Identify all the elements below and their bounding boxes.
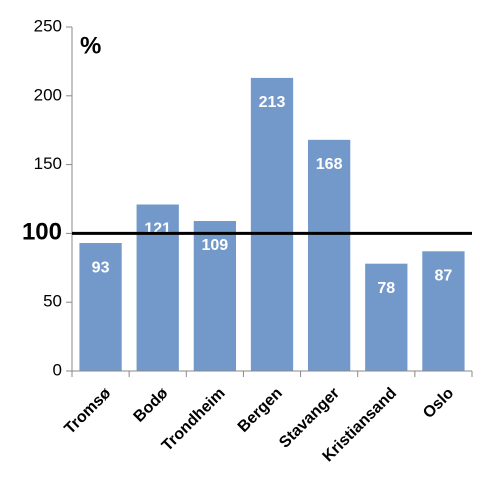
y-tick-label: 100 [22,219,62,246]
x-tick-label: Tromsø [61,385,114,438]
y-tick-label: 0 [53,360,62,379]
x-tick-label: Bodø [131,385,172,426]
value-label: 213 [259,94,286,111]
bar [365,263,408,371]
chart-title: % [80,32,101,59]
x-tick-label: Bergen [235,385,286,436]
y-tick-label: 250 [34,16,62,35]
value-label: 93 [92,259,110,276]
value-label: 78 [377,280,395,297]
y-tick-label: 150 [34,154,62,173]
value-label: 168 [316,156,343,173]
bar [250,77,294,372]
value-label: 87 [435,268,453,285]
y-tick-label: 200 [34,85,62,104]
bar [193,221,236,371]
value-label: 109 [202,237,229,254]
y-tick-label: 50 [43,292,62,311]
bar [422,251,465,371]
bar [308,139,351,371]
bar [79,243,122,371]
value-label: 121 [144,221,171,238]
x-tick-label: Oslo [420,385,457,422]
